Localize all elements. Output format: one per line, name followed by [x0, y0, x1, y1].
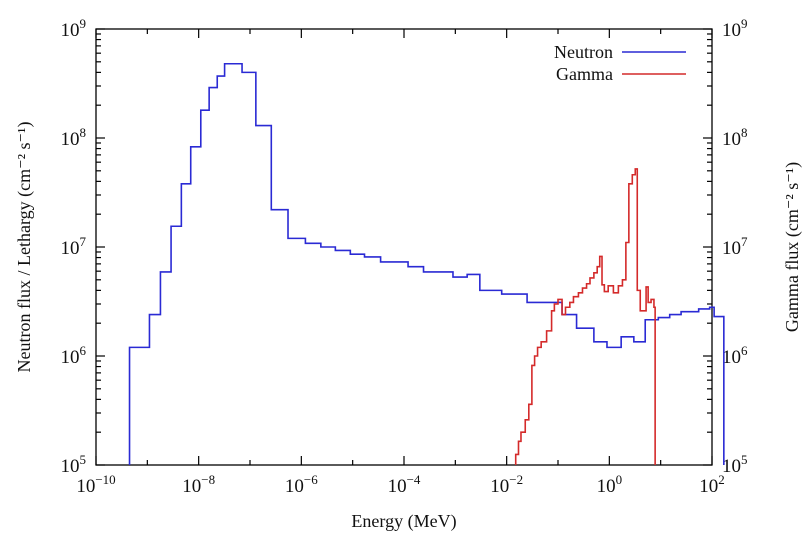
x-tick-label: 100 [597, 472, 623, 497]
x-tick-label: 10−10 [76, 472, 115, 497]
legend-label-neutron: Neutron [554, 42, 613, 62]
legend-label-gamma: Gamma [556, 64, 613, 84]
series-line-gamma [514, 168, 656, 465]
y-left-tick-label: 108 [61, 125, 87, 150]
series-line-neutron [128, 62, 725, 465]
x-axis-label: Energy (MeV) [351, 511, 456, 532]
y-axis-label-left: Neutron flux / Lethargy (cm⁻² s⁻¹) [14, 122, 35, 373]
y-axis-label-right: Gamma flux (cm⁻² s⁻¹) [782, 162, 803, 332]
plot-frame [95, 28, 713, 466]
y-right-tick-label: 107 [722, 234, 748, 259]
y-left-tick-label: 106 [61, 343, 87, 368]
y-right-tick-label: 105 [722, 452, 748, 477]
x-tick-label: 102 [699, 472, 725, 497]
y-left-tick-label: 107 [61, 234, 87, 259]
y-left-tick-label: 109 [61, 16, 87, 41]
x-tick-label: 10−2 [490, 472, 523, 497]
y-right-tick-label: 106 [722, 343, 748, 368]
axis-ticks [95, 28, 713, 466]
y-right-tick-label: 109 [722, 16, 748, 41]
y-left-tick-label: 105 [61, 452, 87, 477]
x-tick-label: 10−4 [388, 472, 421, 497]
x-tick-label: 10−8 [182, 472, 215, 497]
series-layer [128, 62, 725, 465]
y-right-tick-label: 108 [722, 125, 748, 150]
x-tick-label: 10−6 [285, 472, 318, 497]
